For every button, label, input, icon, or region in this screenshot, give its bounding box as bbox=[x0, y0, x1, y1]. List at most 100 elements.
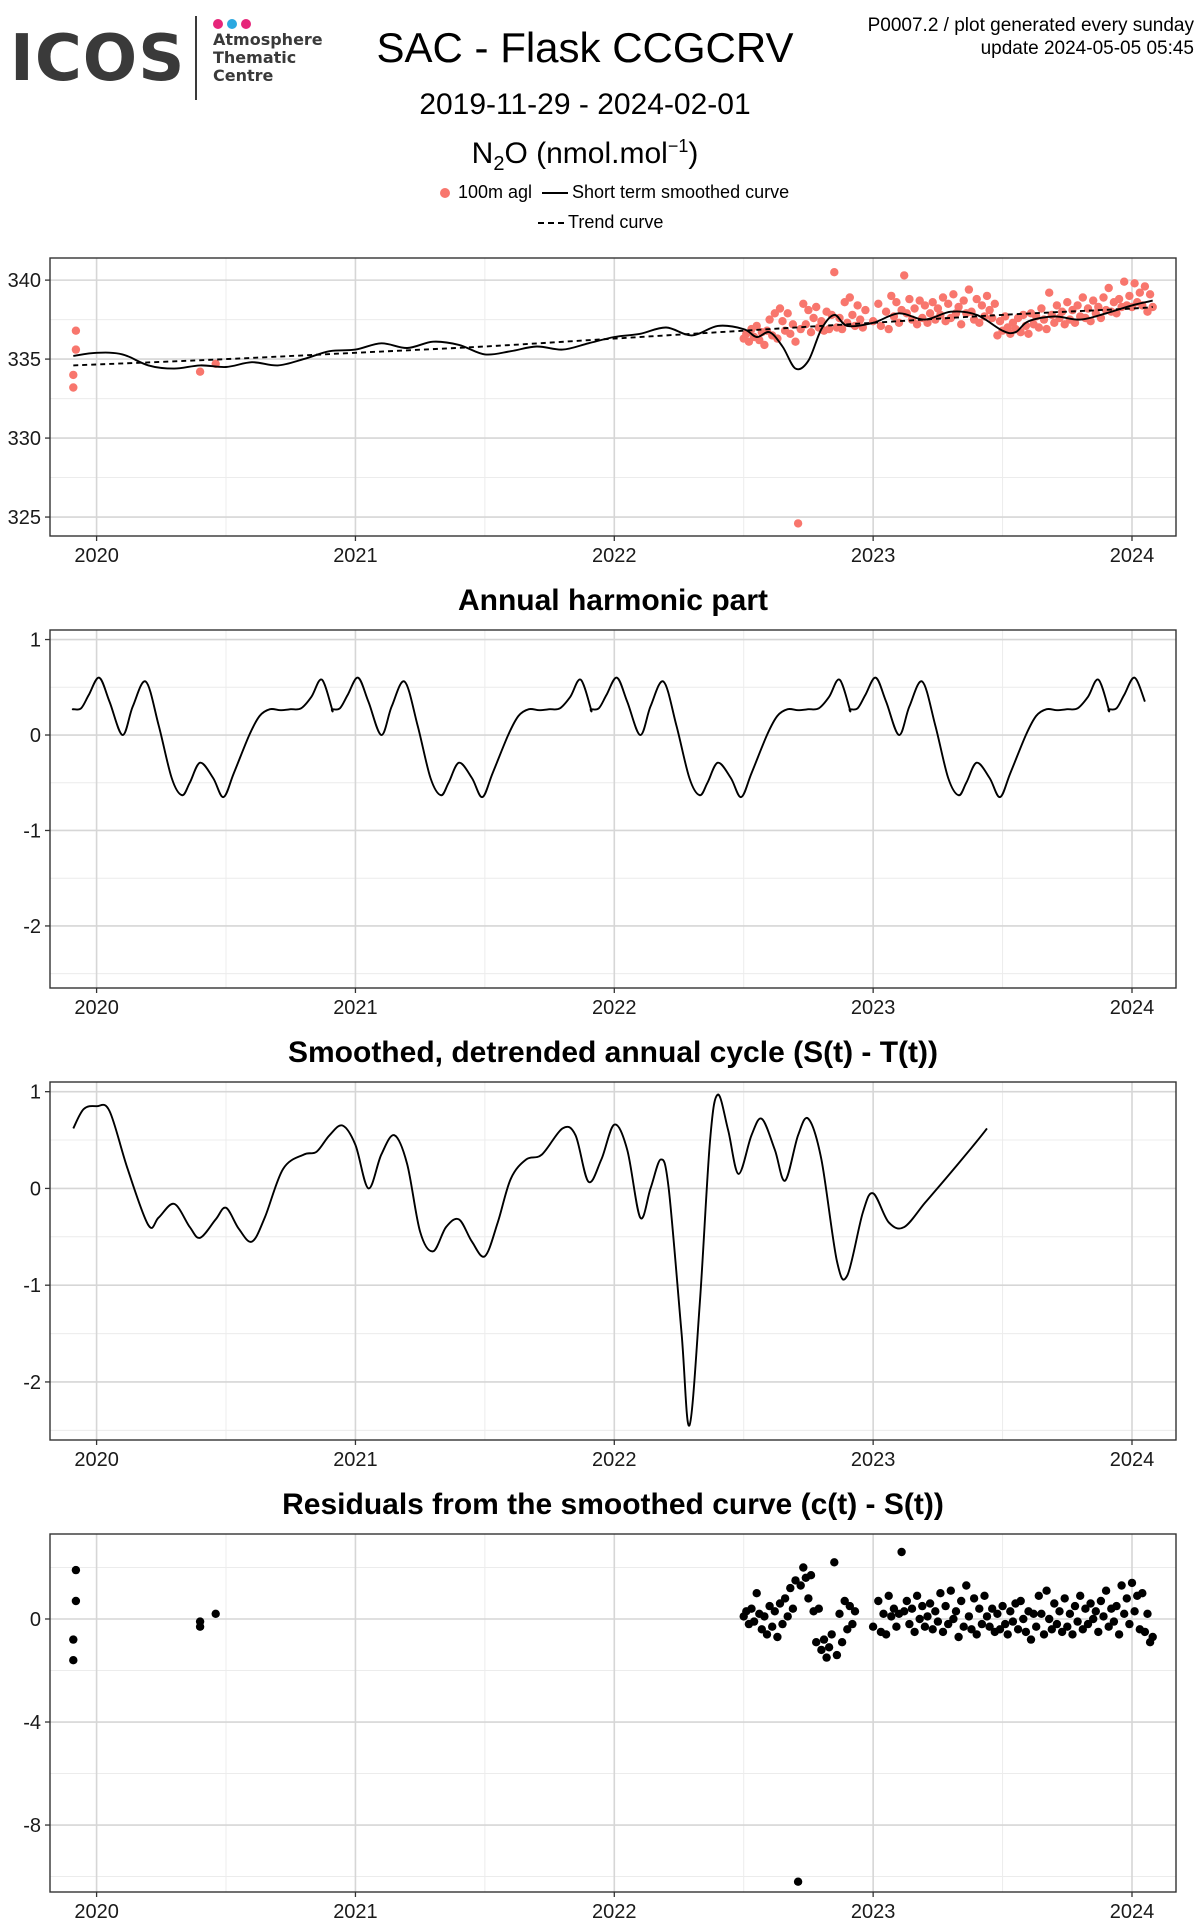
data-point bbox=[69, 1656, 78, 1665]
species-sup: −1 bbox=[667, 136, 689, 156]
data-point bbox=[768, 1622, 777, 1631]
data-point bbox=[788, 320, 798, 329]
data-point bbox=[910, 304, 919, 313]
data-point bbox=[884, 324, 893, 334]
data-point bbox=[1013, 1625, 1023, 1634]
data-point bbox=[938, 293, 948, 302]
x-tick-label: 2024 bbox=[1110, 1901, 1155, 1920]
data-point bbox=[1112, 1601, 1121, 1611]
x-tick-label: 2021 bbox=[333, 1901, 378, 1920]
x-tick-label: 2022 bbox=[592, 1449, 637, 1471]
series-line bbox=[72, 1093, 988, 1427]
data-point bbox=[775, 1599, 785, 1608]
data-point bbox=[835, 1609, 844, 1618]
data-point bbox=[980, 1591, 989, 1600]
data-point bbox=[837, 324, 847, 334]
legend-point-marker bbox=[440, 187, 450, 198]
data-point bbox=[1019, 310, 1028, 320]
data-point bbox=[941, 1601, 950, 1611]
data-point bbox=[778, 1619, 787, 1629]
data-point bbox=[778, 317, 787, 326]
panel-title-detrended: Smoothed, detrended annual cycle (S(t) -… bbox=[287, 1036, 939, 1069]
data-point bbox=[1052, 1619, 1062, 1629]
logo-divider bbox=[195, 16, 197, 100]
data-point bbox=[822, 1653, 831, 1662]
data-point bbox=[1099, 1612, 1108, 1621]
data-point bbox=[1065, 1609, 1075, 1618]
plot-frame bbox=[49, 629, 1177, 989]
data-point bbox=[915, 1614, 924, 1624]
data-point bbox=[944, 1619, 953, 1629]
data-point bbox=[928, 1625, 937, 1634]
data-point bbox=[760, 1612, 769, 1621]
data-point bbox=[982, 1612, 992, 1621]
data-point bbox=[830, 1558, 839, 1567]
data-point bbox=[804, 305, 813, 315]
x-tick-label: 2021 bbox=[333, 1449, 378, 1471]
species-close: ) bbox=[688, 137, 699, 170]
logo-dot bbox=[227, 19, 237, 29]
x-tick-label: 2020 bbox=[74, 1901, 119, 1920]
data-point bbox=[912, 1591, 922, 1600]
y-tick-label: 325 bbox=[8, 507, 41, 529]
data-point bbox=[843, 1625, 852, 1634]
legend-item-trend: Trend curve bbox=[538, 212, 663, 233]
data-point bbox=[905, 294, 914, 304]
data-point bbox=[1019, 1614, 1028, 1624]
x-tick-label: 2020 bbox=[74, 1449, 119, 1471]
data-point bbox=[951, 1607, 961, 1616]
data-point bbox=[1006, 1607, 1015, 1616]
plot-frame bbox=[49, 257, 1177, 537]
data-point bbox=[920, 1622, 930, 1631]
data-point bbox=[1057, 1627, 1067, 1637]
data-point bbox=[1140, 1627, 1150, 1637]
data-point bbox=[933, 1617, 943, 1626]
species-rest: O (nmol.mol bbox=[504, 137, 668, 170]
data-point bbox=[1109, 1617, 1119, 1626]
x-tick-label: 2020 bbox=[74, 997, 119, 1019]
data-point bbox=[824, 324, 834, 334]
data-point bbox=[1055, 1607, 1064, 1616]
data-point bbox=[1086, 1599, 1095, 1608]
data-point bbox=[954, 302, 963, 312]
y-tick-label: 340 bbox=[8, 270, 41, 292]
data-point bbox=[949, 290, 958, 299]
data-point bbox=[1130, 279, 1139, 288]
data-point bbox=[1094, 1627, 1103, 1637]
data-point bbox=[814, 1604, 823, 1613]
y-tick-label: 0 bbox=[30, 725, 41, 747]
series-group bbox=[72, 1093, 988, 1427]
plot-background bbox=[50, 1534, 1176, 1892]
data-point bbox=[1138, 1589, 1147, 1598]
data-point bbox=[747, 1604, 756, 1613]
data-point bbox=[967, 1625, 976, 1634]
data-point bbox=[788, 1604, 798, 1613]
data-point bbox=[1008, 1617, 1018, 1626]
data-point bbox=[1073, 1617, 1082, 1626]
data-point bbox=[1076, 1591, 1085, 1600]
data-point bbox=[827, 1630, 836, 1639]
plot-background bbox=[50, 1082, 1176, 1440]
plot-metadata: P0007.2 / plot generated every sunday up… bbox=[868, 14, 1194, 60]
logo-wordmark: ICOS bbox=[10, 22, 186, 96]
data-point bbox=[1037, 304, 1046, 313]
data-point bbox=[1125, 1619, 1134, 1629]
legend-label: Short term smoothed curve bbox=[572, 182, 790, 202]
data-point bbox=[972, 294, 981, 304]
data-point bbox=[1078, 1625, 1088, 1634]
y-tick-label: -2 bbox=[23, 916, 41, 938]
data-point bbox=[71, 326, 81, 335]
x-tick-label: 2023 bbox=[851, 997, 896, 1019]
data-point bbox=[1094, 302, 1103, 312]
data-point bbox=[1096, 1596, 1106, 1606]
species-sub: 2 bbox=[493, 153, 505, 175]
data-point bbox=[894, 318, 904, 327]
legend-item-points: 100m agl bbox=[440, 182, 532, 203]
data-point bbox=[765, 315, 774, 324]
logo-line: Centre bbox=[213, 66, 274, 85]
data-point bbox=[918, 1601, 927, 1611]
data-point bbox=[69, 1635, 78, 1644]
data-point bbox=[1120, 1609, 1129, 1618]
y-tick-label: 1 bbox=[30, 630, 41, 652]
data-point bbox=[812, 1638, 821, 1647]
